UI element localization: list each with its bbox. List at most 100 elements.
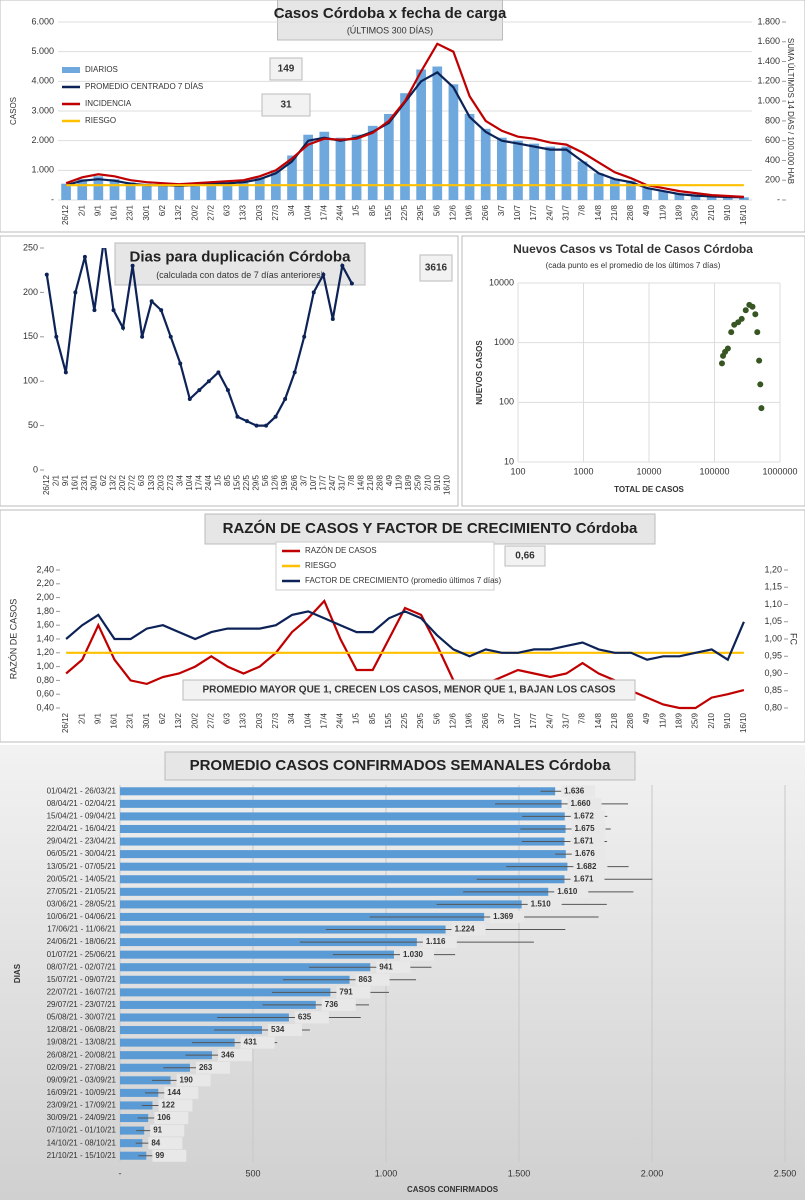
x-tick-label: 31/7	[337, 474, 346, 490]
x-tick-label: 23/1	[80, 474, 89, 490]
x-tick-label: 29/5	[252, 474, 261, 490]
point	[54, 334, 59, 339]
x-tick-label: 12/6	[449, 712, 458, 728]
point	[149, 299, 154, 304]
x-tick-label: 14/8	[357, 474, 366, 490]
x-tick-label: 6/3	[137, 474, 146, 486]
y-tick-label: 10/06/21 - 04/06/21	[47, 912, 117, 921]
bar	[120, 925, 446, 934]
x-tick-label: 1/5	[352, 712, 361, 724]
chart-subtitle: (calculada con datos de 7 días anteriore…	[156, 270, 324, 280]
series-line	[65, 610, 745, 662]
x-tick-label: 21/8	[610, 204, 619, 220]
point	[254, 423, 259, 428]
x-tick-label: 11/9	[658, 204, 667, 220]
x-tick-label: 28/8	[626, 204, 635, 220]
y-tick-label: 08/07/21 - 02/07/21	[47, 962, 117, 971]
value-label-box	[571, 848, 606, 861]
y-tick-label: 12/08/21 - 06/08/21	[47, 1025, 117, 1034]
y-tick-label: 01/04/21 - 26/03/21	[47, 786, 117, 795]
point	[159, 308, 164, 313]
x-tick-label: 6/2	[158, 712, 167, 724]
x-tick-label: 23/1	[126, 712, 135, 728]
x-tick-label: 24/4	[336, 712, 345, 728]
x-tick-label: 17/7	[529, 204, 538, 220]
bar	[319, 131, 330, 200]
x-tick-label: 10/4	[303, 712, 312, 728]
y-tick-label: 2.000	[31, 135, 54, 145]
y-tick-label: 1,20	[36, 647, 54, 657]
x-tick-label: 5/6	[432, 712, 441, 724]
y-tick-label: 0	[33, 464, 38, 474]
y-tick-label: 1.400	[757, 56, 780, 66]
value-label: 1.672	[574, 812, 595, 821]
x-tick-label: 2.500	[774, 1168, 797, 1178]
x-tick-label: 27/2	[128, 474, 137, 490]
x-tick-label: 18/9	[674, 712, 683, 728]
bar	[593, 173, 604, 200]
x-tick-label: 24/7	[328, 474, 337, 490]
x-tick-label: 1.000	[375, 1168, 398, 1178]
x-tick-label: 6/3	[223, 204, 232, 216]
point	[82, 254, 87, 259]
x-tick-label: 100000	[699, 466, 729, 476]
bar	[120, 1038, 235, 1047]
x-tick-label: 9/1	[61, 474, 70, 486]
bar	[120, 1051, 213, 1060]
value-label-box	[451, 923, 486, 936]
x-tick-label: 16/10	[739, 204, 748, 225]
y-tick-label: 17/06/21 - 11/06/21	[47, 925, 116, 934]
x-tick-label: 11/9	[658, 712, 667, 728]
x-axis-title: TOTAL DE CASOS	[614, 485, 684, 494]
x-tick-label: 30/1	[142, 712, 151, 728]
point	[757, 381, 764, 388]
point	[92, 308, 97, 313]
x-tick-label: 7/8	[578, 204, 587, 216]
x-tick-label: 19/6	[280, 474, 289, 490]
title-box	[164, 751, 636, 781]
x-tick-label: 18/9	[674, 204, 683, 220]
x-tick-label: 22/5	[400, 204, 409, 220]
chart-title: Casos Córdoba x fecha de carga	[274, 5, 507, 22]
value-label: 106	[157, 1113, 171, 1122]
x-tick-label: 3/7	[497, 204, 506, 216]
value-label: 1.660	[571, 799, 592, 808]
point	[264, 423, 269, 428]
plot-area	[44, 248, 354, 428]
y-tick-label: 02/09/21 - 27/08/21	[47, 1063, 117, 1072]
x-tick-label: 27/3	[166, 474, 175, 490]
x-tick-label: 3/4	[175, 474, 184, 486]
value-label: 1.030	[403, 950, 424, 959]
bar	[120, 1026, 263, 1035]
y-tick-label: 1,00	[764, 633, 782, 643]
bar	[120, 1013, 289, 1022]
bar	[120, 963, 371, 972]
value-label-box	[554, 885, 589, 898]
x-tick-label: 20/3	[255, 712, 264, 728]
x-tick-label: 10/7	[513, 712, 522, 728]
x-tick-label: -	[119, 1168, 122, 1178]
bar	[61, 183, 71, 200]
bar	[120, 938, 417, 947]
x-tick-label: 23/1	[126, 204, 135, 220]
x-axis-title: CASOS CONFIRMADOS	[407, 1185, 499, 1194]
bar	[120, 1088, 159, 1097]
x-tick-label: 27/2	[206, 204, 215, 220]
value-label: 863	[359, 975, 373, 984]
point	[330, 317, 335, 322]
bar	[626, 180, 636, 200]
x-tick-label: 4/9	[642, 712, 651, 724]
x-tick-label: 18/9	[404, 474, 413, 490]
point	[187, 396, 192, 401]
point	[197, 388, 202, 393]
x-tick-label: 8/5	[368, 712, 377, 724]
x-tick-label: 20/3	[156, 474, 165, 490]
bar	[120, 1101, 153, 1110]
x-tick-label: 15/5	[384, 204, 393, 220]
point	[44, 272, 49, 277]
x-tick-label: 22/5	[400, 712, 409, 728]
x-tick-label: 2.000	[641, 1168, 664, 1178]
point	[111, 308, 116, 313]
x-tick-label: 24/4	[336, 204, 345, 220]
bar	[120, 988, 331, 997]
